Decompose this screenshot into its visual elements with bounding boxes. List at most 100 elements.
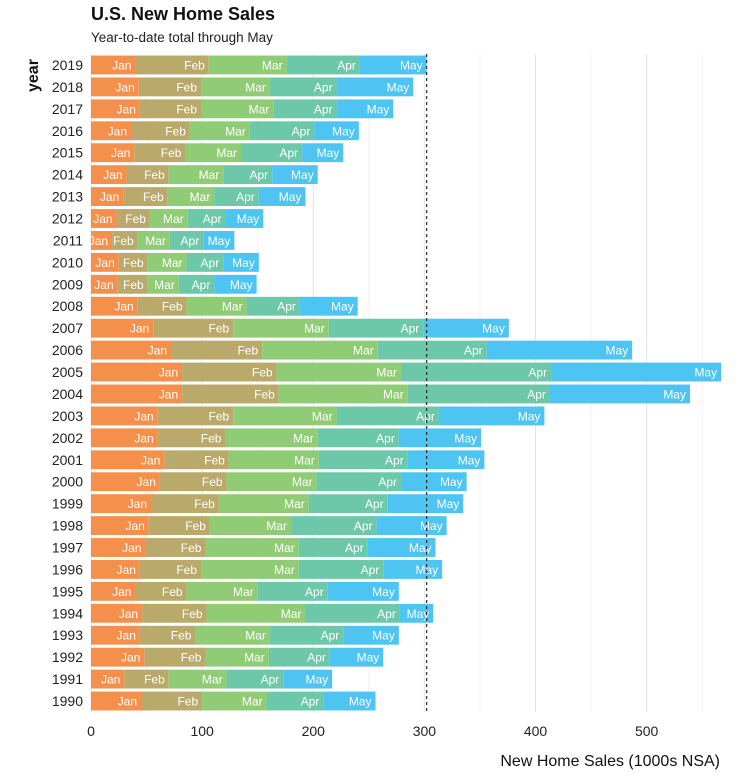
bar-segment-1996-apr bbox=[298, 560, 384, 579]
bar-label-2018-feb: Feb bbox=[176, 80, 197, 94]
bar-label-1996-mar: Mar bbox=[274, 563, 295, 577]
bar-segment-2013-apr bbox=[214, 187, 259, 206]
y-tick-label: 2009 bbox=[52, 276, 83, 292]
y-axis-title: year bbox=[25, 59, 42, 92]
bar-segment-2004-may bbox=[549, 384, 690, 404]
bar-label-1990-may: May bbox=[349, 695, 372, 709]
bar-label-2003-apr: Apr bbox=[416, 409, 435, 423]
bar-label-2013-feb: Feb bbox=[143, 190, 164, 204]
bar-label-1994-feb: Feb bbox=[182, 607, 203, 621]
bar-label-1993-apr: Apr bbox=[321, 629, 340, 643]
bar-segment-1991-may bbox=[283, 669, 333, 689]
bar-label-1991-apr: Apr bbox=[261, 673, 280, 687]
bar-segment-2017-jan bbox=[91, 99, 140, 119]
bar-label-1998-apr: Apr bbox=[354, 519, 373, 533]
bar-segment-2011-mar bbox=[137, 231, 170, 250]
y-tick-label: 1995 bbox=[52, 583, 83, 599]
y-tick-label: 2008 bbox=[52, 298, 83, 314]
y-tick-label: 2000 bbox=[52, 474, 83, 490]
bar-segment-1998-mar bbox=[209, 516, 292, 535]
bar-segment-2011-jan bbox=[91, 231, 113, 250]
bar-segment-2005-mar bbox=[276, 362, 402, 382]
bar-segment-2012-may bbox=[225, 209, 264, 228]
bar-label-1997-jan: Jan bbox=[122, 541, 141, 555]
bar-label-2007-apr: Apr bbox=[401, 322, 420, 336]
bar-label-1994-mar: Mar bbox=[281, 607, 302, 621]
bar-label-2017-feb: Feb bbox=[176, 102, 197, 116]
y-tick-label: 1992 bbox=[52, 649, 83, 665]
bar-segment-2005-jan bbox=[91, 362, 183, 382]
bar-label-2003-mar: Mar bbox=[312, 409, 333, 423]
bar-segment-2019-feb bbox=[135, 55, 209, 75]
bar-segment-2012-feb bbox=[116, 209, 150, 228]
bar-segment-2000-mar bbox=[226, 472, 317, 492]
bar-label-2002-jan: Jan bbox=[134, 431, 153, 445]
bar-label-2009-mar: Mar bbox=[154, 278, 175, 292]
bar-label-2009-feb: Feb bbox=[123, 278, 144, 292]
bar-label-2011-apr: Apr bbox=[181, 234, 200, 248]
bar-label-2004-feb: Feb bbox=[254, 387, 275, 401]
bar-label-2001-may: May bbox=[458, 453, 481, 467]
bar-label-2014-may: May bbox=[291, 168, 314, 182]
bar-label-2008-jan: Jan bbox=[114, 300, 133, 314]
bar-label-2019-mar: Mar bbox=[262, 58, 283, 72]
bar-label-2000-feb: Feb bbox=[202, 475, 223, 489]
bar-segment-2013-may bbox=[258, 187, 306, 206]
bar-segment-2016-jan bbox=[91, 121, 132, 141]
bar-segment-1999-mar bbox=[218, 494, 309, 514]
bar-segment-1996-feb bbox=[139, 560, 202, 579]
bar-label-2000-apr: Apr bbox=[378, 475, 397, 489]
bar-label-2017-jan: Jan bbox=[117, 102, 136, 116]
bar-segment-2004-feb bbox=[182, 384, 279, 404]
bar-label-1999-apr: Apr bbox=[365, 497, 384, 511]
bar-label-2012-may: May bbox=[237, 212, 260, 226]
bar-label-2006-apr: Apr bbox=[464, 344, 483, 358]
bar-label-2015-may: May bbox=[317, 146, 340, 160]
bar-label-2003-may: May bbox=[518, 409, 541, 423]
bar-label-2014-jan: Jan bbox=[103, 168, 122, 182]
bar-segment-1999-feb bbox=[151, 494, 219, 514]
bar-label-1996-may: May bbox=[416, 563, 439, 577]
bar-label-2008-feb: Feb bbox=[162, 300, 183, 314]
bar-segment-2003-apr bbox=[336, 406, 439, 426]
x-axis-title: New Home Sales (1000s NSA) bbox=[500, 753, 720, 770]
bar-label-1995-jan: Jan bbox=[112, 585, 131, 599]
bar-label-2016-feb: Feb bbox=[165, 124, 186, 138]
bar-segment-2004-jan bbox=[91, 384, 183, 404]
bar-segment-2018-mar bbox=[201, 77, 270, 97]
bar-segment-1990-feb bbox=[141, 691, 203, 711]
bar-segment-2019-apr bbox=[286, 55, 360, 75]
bar-segment-2008-mar bbox=[186, 296, 247, 316]
bar-label-2005-feb: Feb bbox=[252, 366, 273, 380]
bar-segment-1992-jan bbox=[91, 647, 145, 667]
bar-label-1999-jan: Jan bbox=[128, 497, 147, 511]
bar-segment-2010-apr bbox=[186, 252, 224, 272]
bar-segment-1995-feb bbox=[135, 581, 187, 601]
bar-label-2019-jan: Jan bbox=[112, 58, 131, 72]
bar-segment-1996-mar bbox=[201, 560, 299, 579]
bar-segment-2011-apr bbox=[169, 231, 204, 250]
bar-label-2002-feb: Feb bbox=[201, 431, 222, 445]
bar-label-1995-apr: Apr bbox=[305, 585, 324, 599]
bar-segment-2016-apr bbox=[249, 121, 315, 141]
x-tick-label: 0 bbox=[87, 723, 95, 739]
bar-segment-1995-may bbox=[327, 581, 399, 601]
bar-label-2017-may: May bbox=[367, 102, 390, 116]
y-tick-label: 2011 bbox=[53, 232, 83, 248]
bar-segment-2012-apr bbox=[187, 209, 226, 228]
bar-segment-2002-apr bbox=[317, 428, 399, 448]
bar-label-2019-apr: Apr bbox=[337, 58, 356, 72]
x-tick-label: 500 bbox=[635, 723, 659, 739]
bar-label-2005-may: May bbox=[694, 366, 717, 380]
bar-label-1990-apr: Apr bbox=[301, 695, 320, 709]
bar-segment-2002-jan bbox=[91, 428, 158, 448]
bar-segment-2017-apr bbox=[273, 99, 337, 119]
bar-segment-2002-mar bbox=[225, 428, 318, 448]
bar-label-2010-jan: Jan bbox=[95, 256, 114, 270]
bar-label-1993-feb: Feb bbox=[171, 629, 192, 643]
bar-label-2017-apr: Apr bbox=[314, 102, 333, 116]
bar-segment-2018-may bbox=[336, 77, 414, 97]
bar-label-2018-mar: Mar bbox=[245, 80, 266, 94]
bar-label-2006-may: May bbox=[606, 344, 629, 358]
